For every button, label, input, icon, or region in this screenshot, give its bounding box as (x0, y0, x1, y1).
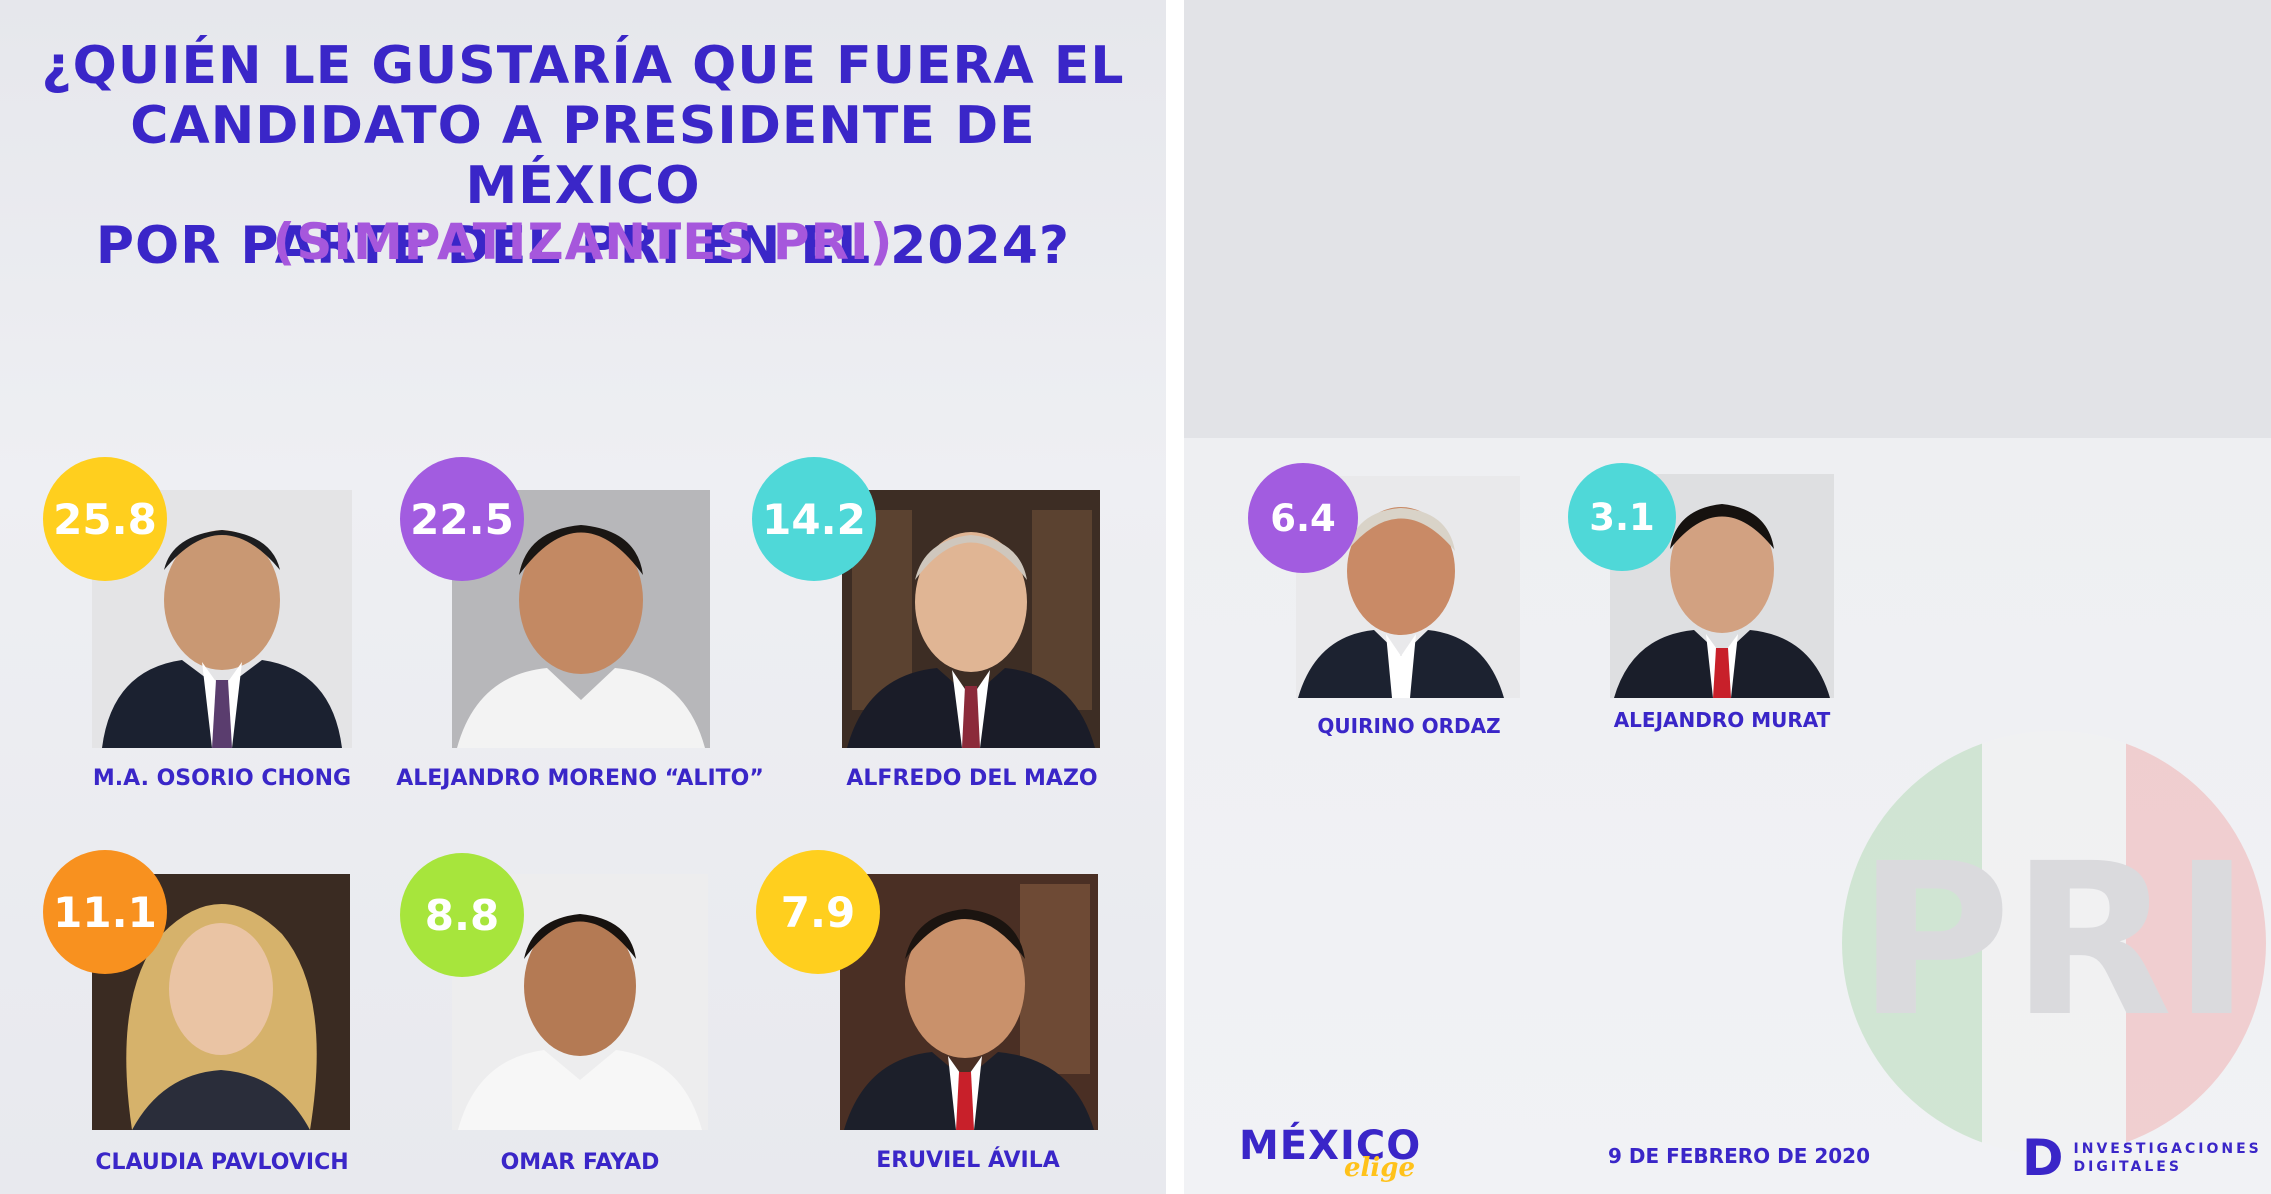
title-line-2: CANDIDATO A PRESIDENTE DE MÉXICO (130, 96, 1036, 216)
logo-sub-text: elige (1344, 1153, 1416, 1183)
candidate-name: CLAUDIA PAVLOVICH (95, 1150, 349, 1175)
person-silhouette-icon (842, 490, 1100, 748)
svg-text:PRI: PRI (1857, 818, 2251, 1063)
candidate-photo (842, 490, 1100, 748)
percentage-badge: 22.5 (400, 457, 524, 581)
percentage-badge: 6.4 (1248, 463, 1358, 573)
id-logo-text: INVESTIGACIONES DIGITALES (2073, 1141, 2262, 1175)
survey-date: 9 DE FEBRERO DE 2020 (1608, 1144, 1870, 1168)
candidate-photo (452, 874, 708, 1130)
title-line-3: POR PARTE DEL PRI EN EL 2024? (95, 216, 1071, 276)
mexico-elige-logo: MÉXICO elige (1239, 1123, 1422, 1183)
survey-subtitle: (SIMPATIZANTES PRI) (272, 213, 894, 271)
person-silhouette-icon (92, 490, 352, 748)
candidate-name: OMAR FAYAD (500, 1150, 660, 1175)
percentage-badge: 14.2 (752, 457, 876, 581)
candidate-name: ALFREDO DEL MAZO (846, 766, 1098, 791)
survey-title: ¿QUIÉN LE GUSTARÍA QUE FUERA EL CANDIDAT… (20, 36, 1146, 276)
id-logo-mark-icon: D (2022, 1129, 2064, 1187)
candidate-name: M.A. OSORIO CHONG (92, 766, 352, 791)
person-silhouette-icon (452, 874, 708, 1130)
percentage-badge: 11.1 (43, 850, 167, 974)
logo-main-text: MÉXICO (1239, 1123, 1422, 1169)
title-line-1: ¿QUIÉN LE GUSTARÍA QUE FUERA EL (41, 36, 1125, 96)
percentage-badge: 7.9 (756, 850, 880, 974)
investigaciones-digitales-logo: D INVESTIGACIONES DIGITALES (2022, 1133, 2262, 1183)
left-panel: ¿QUIÉN LE GUSTARÍA QUE FUERA EL CANDIDAT… (0, 0, 1166, 1194)
person-silhouette-icon (1296, 476, 1520, 698)
percentage-badge: 8.8 (400, 853, 524, 977)
right-panel: PRI 6.4 QUIRINO ORDAZ (1184, 0, 2271, 1194)
candidate-photo (452, 490, 710, 748)
candidate-name: QUIRINO ORDAZ (1317, 714, 1501, 738)
candidate-photo (92, 490, 352, 748)
percentage-badge: 25.8 (43, 457, 167, 581)
right-panel-top-area (1184, 0, 2271, 438)
person-silhouette-icon (840, 874, 1098, 1130)
candidate-name: ALEJANDRO MORENO “ALITO” (396, 766, 764, 791)
candidate-photo (840, 874, 1098, 1130)
percentage-badge: 3.1 (1568, 463, 1676, 571)
candidate-name: ERUVIEL ÁVILA (876, 1148, 1060, 1173)
candidate-name: ALEJANDRO MURAT (1613, 708, 1831, 732)
pri-logo-watermark-icon: PRI (1842, 731, 2266, 1155)
